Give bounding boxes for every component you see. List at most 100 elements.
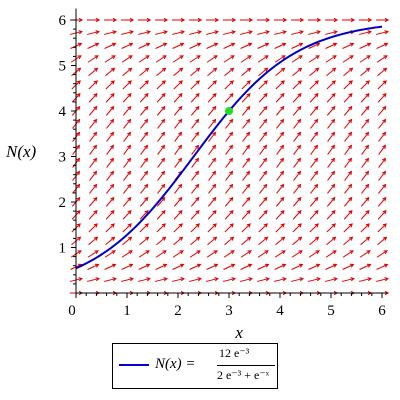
direction-arrow (205, 17, 220, 23)
direction-arrow (273, 277, 287, 282)
direction-arrow (156, 210, 166, 220)
direction-arrow (105, 93, 115, 103)
direction-arrow (208, 170, 217, 181)
direction-arrow (327, 118, 336, 129)
direction-arrow (275, 80, 285, 90)
direction-arrow (122, 223, 132, 233)
direction-arrow (224, 67, 235, 77)
direction-arrow (137, 30, 151, 35)
direction-arrow (275, 196, 285, 207)
direction-arrow (274, 263, 287, 270)
direction-arrow (225, 118, 234, 129)
direction-arrow (224, 236, 235, 246)
direction-arrow (258, 80, 268, 90)
direction-arrow (224, 196, 234, 207)
x-tick-label: 1 (123, 303, 131, 319)
direction-arrow (242, 183, 251, 194)
direction-arrow (326, 236, 337, 246)
direction-arrow (343, 67, 354, 77)
direction-arrow (89, 157, 98, 168)
direction-arrow (104, 250, 116, 258)
direction-arrow (89, 170, 98, 181)
direction-arrow (293, 183, 302, 194)
direction-arrow (341, 17, 356, 23)
direction-arrow (309, 67, 320, 77)
direction-arrow (189, 263, 202, 270)
direction-arrow (309, 93, 319, 103)
direction-arrow (190, 196, 200, 207)
direction-arrow (241, 67, 252, 77)
x-tick-label: 2 (174, 303, 182, 319)
chart-plot-area: 0 1 2 3 4 5 6 1 2 3 4 5 6 x N(x) (5, 8, 390, 340)
direction-arrow (139, 196, 149, 207)
direction-arrow (343, 210, 353, 220)
direction-arrow (190, 236, 201, 246)
direction-arrow (122, 210, 132, 220)
direction-arrow (377, 67, 388, 77)
direction-arrow (360, 210, 370, 220)
direction-arrow (241, 105, 251, 116)
direction-arrow (173, 67, 184, 77)
direction-arrow (276, 157, 285, 168)
direction-arrow (190, 67, 201, 77)
direction-arrow (206, 250, 218, 258)
direction-arrow (89, 131, 98, 142)
direction-arrow (360, 67, 371, 77)
direction-arrow (361, 131, 370, 142)
direction-arrow (276, 131, 285, 142)
direction-arrow (86, 17, 101, 23)
direction-arrow (224, 210, 234, 220)
direction-arrow (208, 157, 217, 168)
direction-arrow (140, 118, 149, 129)
direction-arrow (123, 144, 132, 155)
direction-arrow (206, 42, 219, 49)
direction-arrow (87, 250, 99, 258)
direction-arrow (344, 157, 353, 168)
direction-arrow (205, 277, 219, 282)
direction-arrow (378, 118, 387, 129)
direction-arrow (343, 80, 353, 90)
direction-arrow (137, 17, 152, 23)
direction-arrow (310, 183, 319, 194)
direction-arrow (207, 223, 217, 233)
direction-arrow (223, 55, 235, 63)
direction-arrow (207, 210, 217, 220)
direction-arrow (377, 210, 387, 220)
direction-arrow (378, 183, 387, 194)
direction-arrow (259, 183, 268, 194)
direction-arrow (377, 223, 387, 233)
direction-arrow (208, 131, 217, 142)
direction-arrow (308, 263, 321, 270)
direction-arrow (191, 170, 200, 181)
direction-arrow (139, 210, 149, 220)
direction-arrow (123, 170, 132, 181)
direction-arrow (241, 93, 251, 103)
direction-arrow (190, 80, 200, 90)
direction-arrow (89, 144, 98, 155)
y-tick-label: 4 (59, 104, 67, 120)
direction-arrow (275, 93, 285, 103)
direction-arrow (105, 67, 116, 77)
direction-arrow (171, 30, 185, 35)
direction-arrow (122, 67, 133, 77)
direction-arrow (291, 263, 304, 270)
direction-arrow (154, 277, 168, 282)
direction-arrow (256, 17, 271, 23)
direction-arrow (310, 118, 319, 129)
direction-arrow (122, 93, 132, 103)
direction-arrow (291, 55, 303, 63)
direction-arrow (258, 223, 268, 233)
direction-arrow (188, 17, 203, 23)
direction-arrow (104, 42, 117, 49)
direction-arrow (308, 55, 320, 63)
direction-arrow (188, 30, 202, 35)
direction-arrow (222, 17, 237, 23)
direction-arrow (276, 118, 285, 129)
direction-arrow (207, 236, 218, 246)
direction-arrow (173, 236, 184, 246)
direction-arrow (156, 93, 166, 103)
direction-arrow (241, 80, 251, 90)
direction-arrow (326, 105, 336, 116)
direction-arrow (138, 42, 151, 49)
direction-arrow (122, 196, 132, 207)
